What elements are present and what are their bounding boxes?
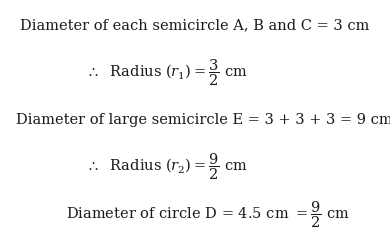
Text: Diameter of each semicircle A, B and C = 3 cm: Diameter of each semicircle A, B and C =… xyxy=(20,18,370,32)
Text: $\therefore$  Radius $(r_1) = \dfrac{3}{2}$ cm: $\therefore$ Radius $(r_1) = \dfrac{3}{2… xyxy=(86,57,247,87)
Text: $\therefore$  Radius $(r_2) = \dfrac{9}{2}$ cm: $\therefore$ Radius $(r_2) = \dfrac{9}{2… xyxy=(86,152,247,182)
Text: Diameter of large semicircle E = 3 + 3 + 3 = 9 cm: Diameter of large semicircle E = 3 + 3 +… xyxy=(16,113,390,127)
Text: Diameter of circle D = 4.5 cm $= \dfrac{9}{2}$ cm: Diameter of circle D = 4.5 cm $= \dfrac{… xyxy=(66,199,350,230)
